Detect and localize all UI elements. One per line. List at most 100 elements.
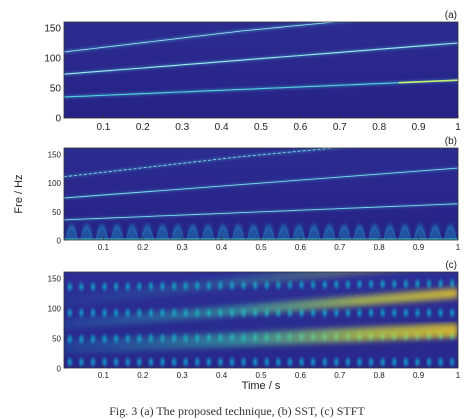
x-tick-label: 0.3	[175, 122, 189, 133]
stft-blob	[413, 305, 422, 320]
stft-blob	[390, 276, 399, 291]
y-tick-label: 50	[50, 84, 62, 95]
stft-blob	[424, 276, 434, 291]
stft-blob	[355, 355, 364, 368]
stft-blob	[332, 305, 341, 320]
stft-blob	[378, 305, 387, 320]
stft-blob	[123, 355, 132, 368]
stft-blob	[448, 355, 457, 368]
y-tick-label: 0	[57, 237, 62, 246]
sst-blob	[293, 223, 304, 240]
sst-blob	[233, 223, 244, 240]
x-tick-label: 0.2	[137, 371, 149, 380]
sst-blob	[278, 223, 289, 240]
x-tick-label: 0.9	[412, 122, 426, 133]
stft-blob	[366, 355, 376, 368]
stft-blob	[135, 355, 144, 368]
x-tick-label: 1	[456, 371, 461, 380]
y-tick-label: 50	[52, 208, 61, 217]
sst-blob	[248, 223, 259, 240]
stft-blob	[100, 279, 109, 294]
stft-blob	[436, 305, 445, 320]
stft-blob	[77, 355, 86, 368]
heatmap-area	[64, 148, 458, 240]
sst-blob	[445, 223, 456, 240]
stft-blob	[390, 305, 399, 320]
stft-blob	[401, 355, 411, 368]
stft-blob	[285, 355, 295, 368]
ridge-line-1	[64, 203, 458, 221]
sst-arc	[307, 227, 321, 240]
sst-blob	[202, 223, 213, 240]
stft-blob	[320, 305, 329, 320]
sst-arc	[292, 227, 306, 240]
x-tick-label: 0.7	[334, 371, 346, 380]
stft-blob	[332, 277, 341, 292]
stft-blob	[343, 277, 353, 292]
x-tick-label: 0.9	[413, 243, 425, 252]
x-tick-label: 0.6	[295, 243, 307, 252]
y-tick-label: 100	[48, 305, 62, 314]
sst-arc	[337, 227, 351, 240]
x-tick-label: 0.1	[98, 371, 110, 380]
x-tick-label: 0.8	[374, 243, 386, 252]
stft-blob	[436, 276, 445, 291]
x-tick-label: 0.9	[413, 371, 425, 380]
sst-blob	[142, 223, 153, 240]
panel-c: 0.1 0.2 0.3 0.4 0.5 0.6 0.7 0.8 0.9 1 0 50 100 150 (c)…	[48, 260, 461, 392]
stft-blob	[111, 355, 121, 368]
x-tick-label: 0.7	[334, 243, 346, 252]
x-tick-label: 0.2	[137, 243, 149, 252]
stft-blob	[308, 355, 318, 368]
sst-arc	[216, 227, 230, 240]
x-tick-label: 0.6	[293, 122, 307, 133]
stft-blob	[88, 279, 98, 294]
stft-blob	[308, 277, 318, 292]
stft-blob	[424, 305, 434, 320]
sst-arc	[171, 227, 185, 240]
ridge-line-1	[64, 79, 458, 98]
stft-band-1	[64, 323, 458, 354]
ridge-bright-end	[398, 79, 458, 84]
x-tick-label: 0.6	[295, 371, 307, 380]
panel-label: (a)	[445, 10, 457, 21]
sst-arc	[277, 227, 291, 240]
spectrogram-figure: 0.1 0.2 0.3 0.4 0.5 0.6 0.7 0.8 0.9 1050100150(a)…	[13, 10, 461, 392]
stft-blob	[343, 355, 353, 368]
x-tick-label: 0.4	[215, 122, 229, 133]
ridge-line-3	[64, 148, 340, 178]
y-tick-label: 0	[57, 365, 62, 374]
stft-blob	[100, 355, 109, 368]
stft-blob	[181, 355, 190, 368]
sst-arc	[398, 227, 412, 240]
sst-arc	[231, 227, 245, 240]
stft-blob	[146, 355, 156, 368]
stft-blob	[204, 355, 214, 368]
stft-blob	[77, 305, 86, 320]
stft-blob	[390, 355, 399, 368]
sst-arc	[353, 227, 366, 240]
stft-blob	[343, 305, 353, 320]
sst-blob	[218, 223, 229, 240]
sst-blob	[309, 223, 320, 240]
stft-blob	[158, 355, 167, 368]
stft-blob	[65, 355, 74, 368]
sst-blob	[96, 223, 107, 240]
stft-blob	[413, 355, 422, 368]
x-tick-label: 0.8	[372, 122, 386, 133]
stft-blob	[378, 355, 387, 368]
stft-blob	[366, 305, 376, 320]
y-tick-label: 150	[48, 150, 62, 159]
sst-arc	[80, 227, 94, 240]
x-tick-label: 0.4	[216, 371, 228, 380]
stft-blob	[88, 305, 98, 320]
x-tick-label: 1	[455, 122, 461, 133]
sst-blob	[263, 223, 274, 240]
stft-blob	[239, 355, 248, 368]
stft-blob	[216, 355, 225, 368]
stft-blob	[297, 355, 306, 368]
y-tick-label: 150	[44, 24, 61, 35]
x-axis-label: Time / s	[242, 380, 281, 392]
sst-blob	[157, 223, 168, 240]
stft-blob	[448, 276, 457, 291]
